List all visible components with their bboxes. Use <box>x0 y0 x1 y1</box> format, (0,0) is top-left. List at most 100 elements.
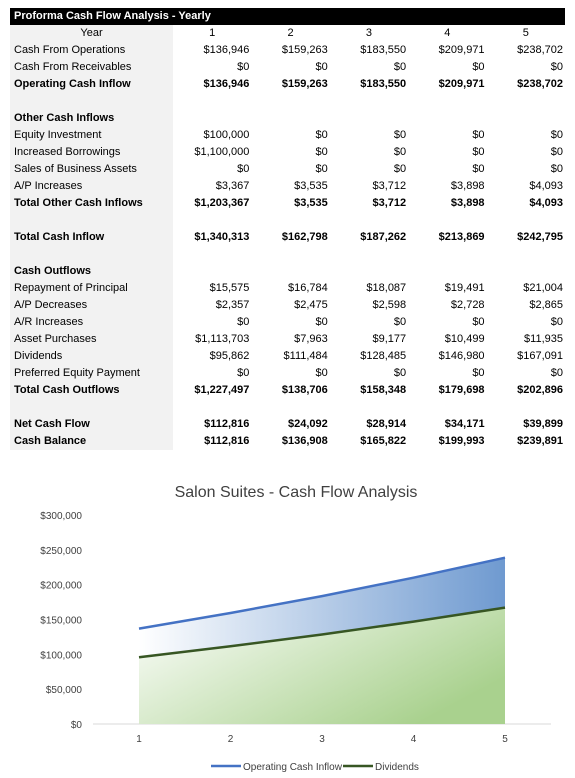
value-cell <box>408 246 486 263</box>
value-cell <box>251 263 329 280</box>
value-cell: $100,000 <box>203 129 250 141</box>
value-cell: $19,491 <box>444 282 485 294</box>
legend-label: Dividends <box>375 762 419 773</box>
y-tick-label: $0 <box>71 720 83 731</box>
x-tick-label: 2 <box>228 734 234 745</box>
value-cell: $111,484 <box>283 350 328 362</box>
row-label <box>10 246 173 263</box>
row-preferred-equity-payment: Preferred Equity Payment $0 $0 $0 $0 $0 <box>10 365 565 382</box>
row-a-p-increases: A/P Increases $3,367 $3,535 $3,712 $3,898 $4,… <box>10 178 565 195</box>
cash-flow-chart: Salon Suites - Cash Flow Analysis $0 $50,… <box>0 470 575 778</box>
y-tick-label: $200,000 <box>40 581 82 592</box>
value-cell <box>173 399 251 416</box>
value-cell: $136,946 <box>203 44 250 56</box>
row-label: Cash From Receivables <box>10 59 173 76</box>
value-cell <box>408 212 486 229</box>
value-cell: $238,702 <box>517 44 563 56</box>
value-cell: $4,093 <box>529 180 563 192</box>
x-tick-label: 4 <box>411 734 417 745</box>
row-label: Asset Purchases <box>10 331 173 348</box>
value-cell: $0 <box>550 146 563 158</box>
row-spacer <box>10 93 565 110</box>
value-cell: $4,093 <box>529 197 563 209</box>
row-label <box>10 93 173 110</box>
row-label: Cash Outflows <box>10 263 173 280</box>
value-cell: $0 <box>550 163 563 175</box>
value-cell: $1,203,367 <box>194 197 250 209</box>
y-tick-label: $250,000 <box>40 546 82 557</box>
value-cell: $0 <box>472 129 485 141</box>
value-cell: $0 <box>550 129 563 141</box>
value-cell <box>173 246 251 263</box>
y-tick-label: $300,000 <box>40 511 82 522</box>
value-cell: $21,004 <box>523 282 563 294</box>
row-dividends: Dividends $95,862 $111,484 $128,485 $146,980… <box>10 348 565 365</box>
year-header-row: Year 1 2 3 4 5 <box>10 25 565 42</box>
row-label: Total Cash Outflows <box>10 382 173 399</box>
row-equity-investment: Equity Investment $100,000 $0 $0 $0 $0 <box>10 127 565 144</box>
value-cell: $209,971 <box>438 78 485 90</box>
x-tick-label: 5 <box>502 734 508 745</box>
value-cell: $136,946 <box>203 78 250 90</box>
chart-title: Salon Suites - Cash Flow Analysis <box>175 484 418 501</box>
value-cell: $213,869 <box>438 231 485 243</box>
row-label: Cash From Operations <box>10 42 173 59</box>
value-cell: $183,550 <box>360 44 407 56</box>
row-cash-from-operations: Cash From Operations $136,946 $159,263 $183… <box>10 42 565 59</box>
value-cell: $0 <box>315 61 328 73</box>
value-cell: $10,499 <box>444 333 485 345</box>
value-cell: $2,598 <box>372 299 407 311</box>
value-cell: $16,784 <box>288 282 328 294</box>
row-cash-balance: Cash Balance $112,816 $136,908 $165,822 $199… <box>10 433 565 450</box>
year-header-label: Year <box>10 25 173 42</box>
value-cell <box>173 212 251 229</box>
value-cell: $3,535 <box>294 180 328 192</box>
legend-label: Operating Cash Inflow <box>243 762 343 773</box>
cash-flow-sheet: Proforma Cash Flow Analysis - Yearly Yea… <box>10 8 565 450</box>
value-cell: $24,092 <box>288 418 328 430</box>
row-sales-of-business-assets: Sales of Business Assets $0 $0 $0 $0 $0 <box>10 161 565 178</box>
value-cell: $128,485 <box>360 350 407 362</box>
series-line-dividends <box>138 606 506 659</box>
value-cell: $1,340,313 <box>194 231 250 243</box>
year-header-cell: 5 <box>522 27 529 39</box>
y-tick-label: $50,000 <box>46 685 83 696</box>
row-label: Dividends <box>10 348 173 365</box>
value-cell: $0 <box>237 163 250 175</box>
value-cell: $0 <box>393 146 407 158</box>
row-label: Preferred Equity Payment <box>10 365 173 382</box>
y-tick-label: $150,000 <box>40 616 82 627</box>
value-cell <box>408 263 486 280</box>
value-cell: $158,348 <box>360 384 407 396</box>
value-cell: $242,795 <box>517 231 563 243</box>
value-cell: $2,475 <box>294 299 328 311</box>
value-cell: $0 <box>393 61 407 73</box>
value-cell: $138,706 <box>281 384 328 396</box>
row-total-cash-inflow: Total Cash Inflow $1,340,313 $162,798 $187,… <box>10 229 565 246</box>
y-tick-label: $100,000 <box>40 650 82 661</box>
value-cell: $1,100,000 <box>194 146 250 158</box>
value-cell <box>408 93 486 110</box>
row-spacer <box>10 212 565 229</box>
x-tick-label: 1 <box>136 734 142 745</box>
value-cell: $95,862 <box>209 350 250 362</box>
value-cell: $2,865 <box>529 299 563 311</box>
value-cell: $0 <box>393 367 407 379</box>
chart-areas <box>138 556 506 724</box>
value-cell: $179,698 <box>438 384 485 396</box>
value-cell: $0 <box>315 129 328 141</box>
row-label: Repayment of Principal <box>10 280 173 297</box>
row-label: Other Cash Inflows <box>10 110 173 127</box>
value-cell: $209,971 <box>438 44 485 56</box>
value-cell: $3,712 <box>372 180 407 192</box>
value-cell <box>330 399 408 416</box>
value-cell: $165,822 <box>360 435 407 447</box>
value-cell <box>330 93 408 110</box>
row-label <box>10 212 173 229</box>
value-cell: $0 <box>315 146 328 158</box>
value-cell: $0 <box>472 163 485 175</box>
year-header-cell: 4 <box>444 27 451 39</box>
row-label: Total Other Cash Inflows <box>10 195 173 212</box>
value-cell: $28,914 <box>366 418 407 430</box>
value-cell: $167,091 <box>517 350 563 362</box>
